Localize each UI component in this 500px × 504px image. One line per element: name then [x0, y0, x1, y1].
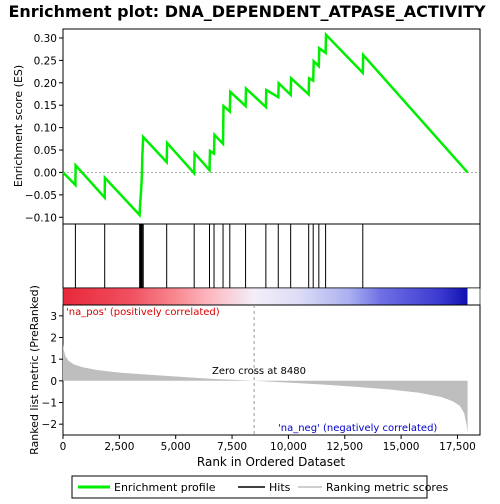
es-panel: −0.10 −0.05 0.00 0.05 0.10 0.15 0.20 0.25 0.30 E…	[12, 28, 481, 225]
x-tick-label: 7,500	[217, 441, 247, 453]
es-y-tick-label: 0.30	[34, 33, 57, 45]
legend: Enrichment profile Hits Ranking metric s…	[71, 475, 448, 499]
ranked-y-tick-label: −2	[42, 419, 57, 431]
ranked-y-axis-label: Ranked list metric (PreRanked)	[28, 285, 41, 455]
ranked-heat-bar	[62, 287, 481, 306]
es-y-tick-label: 0.10	[34, 123, 57, 135]
ranking-metric-area	[63, 344, 468, 433]
es-y-axis-ticks: −0.10 −0.05 0.00 0.05 0.10 0.15 0.20 0.25 0.30	[25, 33, 63, 224]
x-tick-label: 10,000	[270, 441, 307, 453]
x-tick-label: 12,500	[326, 441, 363, 453]
chart-title: Enrichment plot: DNA_DEPENDENT_ATPASE_AC…	[8, 2, 485, 21]
ranked-y-tick-label: 0	[50, 376, 57, 388]
es-y-axis-label: Enrichment score (ES)	[12, 65, 25, 187]
x-axis: 0 2,500 5,000 7,500 10,000 12,500 15,000 17,500	[60, 435, 476, 453]
es-y-tick-label: −0.05	[25, 190, 57, 202]
ranked-y-tick-label: 3	[50, 311, 57, 323]
x-tick-label: 0	[60, 441, 67, 453]
legend-ranking-label: Ranking metric scores	[326, 481, 448, 494]
es-y-tick-label: 0.00	[34, 167, 57, 179]
es-panel-frame	[62, 28, 481, 225]
hits-panel	[62, 223, 481, 289]
zero-cross-label: Zero cross at 8480	[212, 366, 306, 377]
es-y-tick-label: 0.15	[34, 100, 57, 112]
x-tick-label: 2,500	[104, 441, 134, 453]
es-y-tick-label: 0.05	[34, 145, 57, 157]
ranked-metric-panel: −2 −1 0 1 2 3 'na_pos' (positively correlated…	[28, 285, 481, 455]
x-tick-label: 5,000	[161, 441, 191, 453]
heat-bar-gradient	[62, 287, 481, 306]
enrichment-profile-line	[62, 31, 469, 219]
hits-panel-frame	[62, 223, 481, 289]
negative-correlation-label: 'na_neg' (negatively correlated)	[278, 423, 437, 434]
ranked-y-tick-label: −1	[42, 398, 57, 410]
ranked-y-tick-label: 2	[50, 333, 57, 345]
x-tick-label: 17,500	[439, 441, 476, 453]
es-y-tick-label: −0.10	[25, 212, 57, 224]
ranked-y-axis-ticks: −2 −1 0 1 2 3	[42, 311, 63, 431]
ranked-y-tick-label: 1	[50, 354, 57, 366]
es-y-tick-label: 0.20	[34, 78, 57, 90]
es-y-tick-label: 0.25	[34, 55, 57, 67]
hit-lines-group	[74, 224, 364, 288]
x-axis-label: Rank in Ordered Dataset	[197, 455, 345, 469]
positive-correlation-label: 'na_pos' (positively correlated)	[66, 307, 220, 318]
legend-enrichment-label: Enrichment profile	[114, 481, 216, 494]
legend-hits-label: Hits	[269, 481, 291, 494]
x-tick-label: 15,000	[383, 441, 420, 453]
